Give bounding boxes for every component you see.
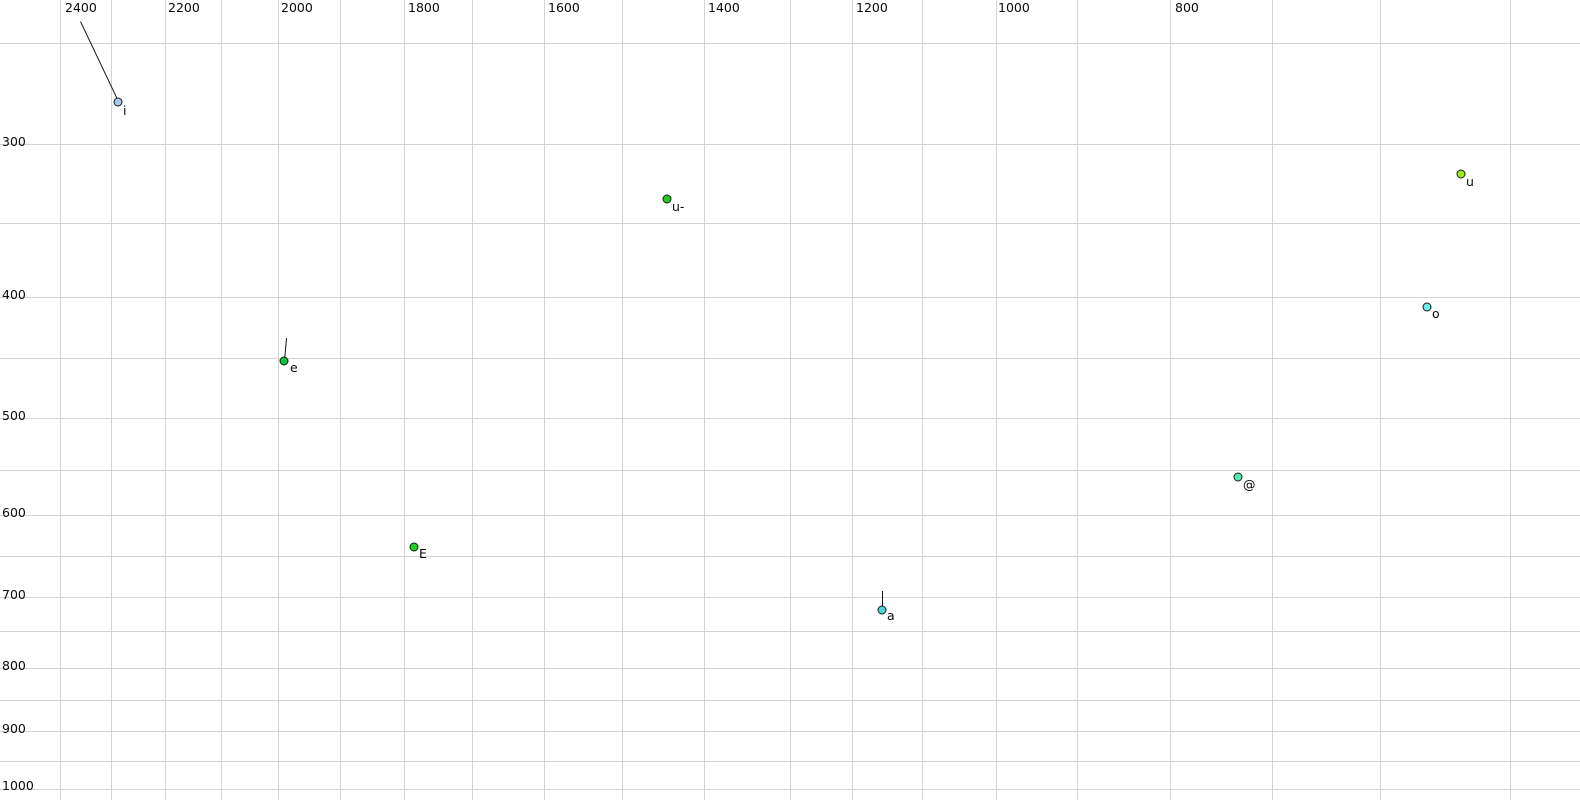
x-tick-label: 800 xyxy=(1175,0,1199,15)
y-tick-label: 600 xyxy=(2,505,26,520)
gridline-vertical xyxy=(544,0,545,800)
y-tick-label: 500 xyxy=(2,408,26,423)
data-point-marker[interactable] xyxy=(1233,472,1243,482)
gridline-vertical xyxy=(278,0,279,800)
x-tick-label: 2000 xyxy=(281,0,313,15)
data-point-label: o xyxy=(1432,306,1440,321)
y-tick-label: 300 xyxy=(2,134,26,149)
error-bar-line xyxy=(882,591,883,610)
data-point-label: a xyxy=(887,608,895,623)
y-tick-label: 700 xyxy=(2,587,26,602)
gridline-horizontal xyxy=(0,631,1580,632)
gridline-vertical xyxy=(704,0,705,800)
gridline-vertical xyxy=(852,0,853,800)
gridline-horizontal xyxy=(0,470,1580,471)
gridline-vertical xyxy=(1077,0,1078,800)
gridline-horizontal xyxy=(0,418,1580,419)
data-point-label: u- xyxy=(672,199,685,214)
data-point-marker[interactable] xyxy=(1422,302,1432,312)
gridline-horizontal xyxy=(0,358,1580,359)
gridline-vertical xyxy=(472,0,473,800)
gridline-vertical xyxy=(60,0,61,800)
gridline-vertical xyxy=(622,0,623,800)
gridline-horizontal xyxy=(0,789,1580,790)
gridline-horizontal xyxy=(0,668,1580,669)
gridline-horizontal xyxy=(0,700,1580,701)
data-point-marker[interactable] xyxy=(409,542,419,552)
gridline-vertical xyxy=(165,0,166,800)
error-bar-line xyxy=(80,21,119,103)
gridline-vertical xyxy=(922,0,923,800)
gridline-vertical xyxy=(111,0,112,800)
data-point-marker[interactable] xyxy=(1456,169,1466,179)
y-tick-label: 1000 xyxy=(2,778,34,793)
data-point-label: i xyxy=(123,103,127,118)
x-tick-label: 2200 xyxy=(168,0,200,15)
gridline-vertical xyxy=(790,0,791,800)
data-point-marker[interactable] xyxy=(877,605,887,615)
gridline-vertical xyxy=(1510,0,1511,800)
y-tick-label: 400 xyxy=(2,287,26,302)
x-tick-label: 1400 xyxy=(708,0,740,15)
gridline-horizontal xyxy=(0,43,1580,44)
data-point-label: e xyxy=(290,360,298,375)
gridline-vertical xyxy=(340,0,341,800)
gridline-vertical xyxy=(1170,0,1171,800)
data-point-label: @ xyxy=(1243,477,1256,492)
y-tick-label: 800 xyxy=(2,658,26,673)
x-tick-label: 1200 xyxy=(856,0,888,15)
gridline-horizontal xyxy=(0,297,1580,298)
x-tick-label: 1000 xyxy=(998,0,1030,15)
gridline-vertical xyxy=(1272,0,1273,800)
gridline-vertical xyxy=(404,0,405,800)
data-point-label: E xyxy=(419,546,427,561)
x-tick-label: 2400 xyxy=(65,0,97,15)
gridline-horizontal xyxy=(0,556,1580,557)
data-point-marker[interactable] xyxy=(113,97,123,107)
gridline-horizontal xyxy=(0,731,1580,732)
gridline-horizontal xyxy=(0,515,1580,516)
gridline-vertical xyxy=(996,0,997,800)
y-tick-label: 900 xyxy=(2,721,26,736)
x-tick-label: 1800 xyxy=(408,0,440,15)
data-point-marker[interactable] xyxy=(279,356,289,366)
x-tick-label: 1600 xyxy=(548,0,580,15)
data-point-label: u xyxy=(1466,174,1474,189)
gridline-horizontal xyxy=(0,144,1580,145)
gridline-vertical xyxy=(221,0,222,800)
gridline-horizontal xyxy=(0,223,1580,224)
gridline-horizontal xyxy=(0,761,1580,762)
gridline-vertical xyxy=(1380,0,1381,800)
gridline-horizontal xyxy=(0,597,1580,598)
data-point-marker[interactable] xyxy=(662,194,672,204)
